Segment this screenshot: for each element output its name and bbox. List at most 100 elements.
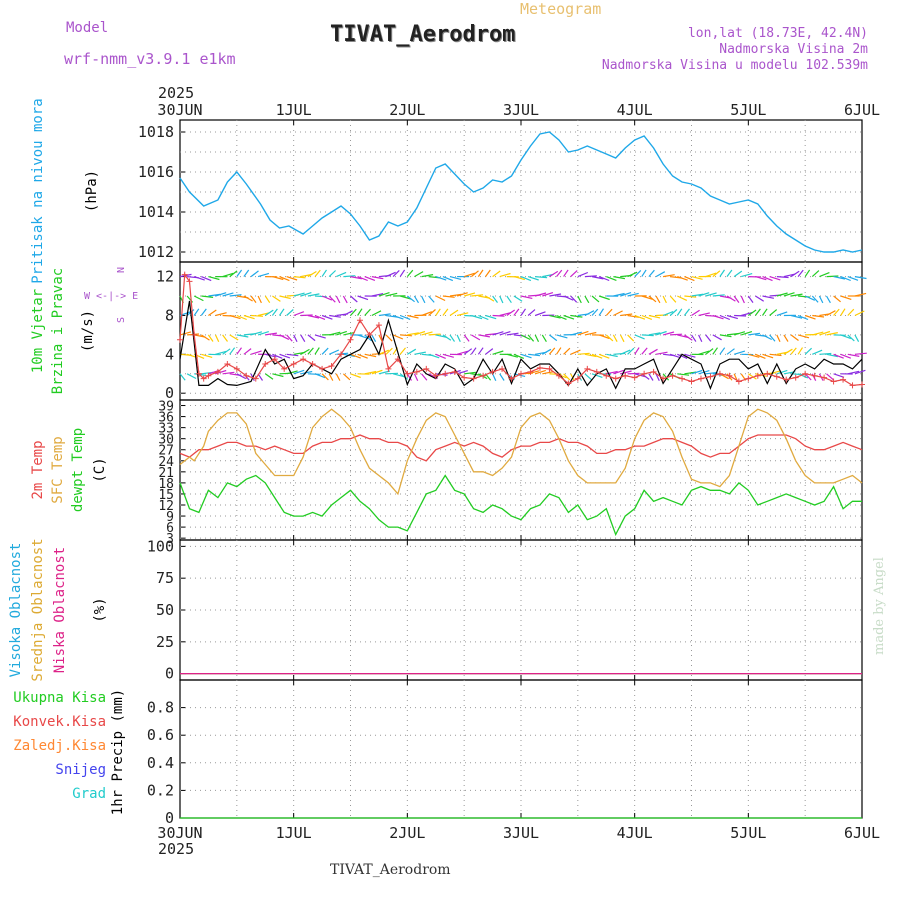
wind-barb	[264, 309, 274, 316]
y-tick-label: 0	[165, 384, 174, 402]
y-tick-label: 0.8	[147, 699, 174, 717]
pressure-axis-title: Pritisak na nivou mora	[30, 98, 46, 283]
wind-barb	[293, 276, 306, 279]
wind-barb	[520, 295, 533, 299]
wind-compass-n: N	[116, 267, 127, 273]
wind-barb	[591, 308, 599, 316]
wind-barb	[584, 373, 593, 381]
wind-barb	[790, 293, 803, 297]
wind-barb	[335, 295, 341, 304]
wind-barb	[598, 353, 610, 359]
wind-barb	[819, 272, 830, 278]
temp-2m-line	[179, 434, 863, 462]
wind-speed-marker	[669, 372, 676, 379]
wind-barb	[563, 373, 571, 381]
wind-barb	[470, 347, 477, 355]
wind-barb	[812, 349, 823, 355]
wind-barb	[606, 353, 618, 358]
wind-barb	[492, 270, 501, 278]
wind-barb	[712, 270, 721, 278]
wind-barb	[243, 295, 253, 302]
temp-2m-label: 2m Temp	[30, 440, 46, 499]
wind-barb	[350, 295, 358, 303]
wind-barb	[435, 308, 441, 316]
y-tick-label: 75	[156, 569, 174, 587]
wind-barb	[577, 352, 590, 355]
y-tick-label: 18	[158, 477, 174, 492]
wind-barb	[492, 314, 505, 317]
wind-barb	[670, 333, 683, 336]
wind-barb	[833, 308, 840, 316]
wind-barb	[272, 373, 284, 378]
y-tick-label: 9	[166, 510, 174, 525]
wind-barb	[804, 347, 813, 355]
wind-barb	[435, 276, 447, 281]
cloud-high-label: Visoka Oblacnost	[8, 543, 24, 678]
wind-barb	[399, 373, 409, 380]
wind-barb	[336, 271, 347, 278]
wind-barb	[357, 308, 363, 316]
wind-barb	[385, 334, 393, 342]
wind-barb	[456, 334, 461, 343]
wind-barb	[812, 314, 825, 318]
wind-barb	[797, 334, 810, 339]
wind-barb	[811, 270, 820, 278]
wind-barb	[662, 331, 675, 336]
wind-barb	[826, 332, 838, 336]
wind-barb	[428, 309, 436, 316]
wind-barb	[542, 292, 554, 297]
lonlat-label: lon,lat (18.73E, 42.4N)	[687, 26, 868, 41]
wind-barb	[271, 308, 278, 316]
wind-barb	[229, 294, 242, 297]
wind-barb	[705, 272, 717, 278]
wind-barb	[257, 312, 270, 317]
wind-barb	[662, 295, 667, 304]
wind-speed-marker	[233, 365, 240, 372]
wind-barb	[655, 373, 660, 381]
cloud-low-label: Niska Oblacnost	[52, 547, 68, 673]
wind-barb	[371, 293, 384, 297]
wind-barb	[719, 314, 731, 321]
wind-barb	[222, 371, 235, 375]
wind-speed-marker	[764, 370, 771, 377]
wind-barb	[584, 295, 590, 304]
wind-barb	[371, 334, 377, 342]
wind-barb	[321, 373, 329, 381]
wind-barb	[776, 276, 789, 279]
time-tick-top: 2JUL	[389, 101, 425, 119]
wind-barb	[350, 353, 361, 359]
wind-barb	[620, 313, 633, 317]
y-tick-label: 12	[158, 499, 174, 514]
wind-barb	[634, 334, 645, 340]
wind-barb	[527, 309, 536, 316]
wind-barb	[300, 370, 313, 375]
wind-barb	[535, 276, 548, 279]
wind-barb	[648, 373, 654, 381]
wind-barb	[854, 334, 860, 342]
wind-barb	[542, 371, 554, 375]
wind-barb	[194, 276, 205, 281]
wind-barb	[265, 332, 277, 336]
wind-barb	[655, 271, 666, 278]
y-tick-label: 24	[158, 455, 174, 470]
wind-barb	[222, 348, 231, 355]
wind-barb	[400, 295, 412, 300]
wind-barb	[492, 331, 504, 336]
wind-axis-title-2: Brzina i Pravac	[50, 268, 66, 394]
y-tick-label: 39	[158, 400, 174, 415]
wind-barb	[591, 295, 600, 303]
wind-barb	[734, 314, 747, 317]
wind-barb	[754, 308, 761, 316]
wind-barb	[769, 334, 776, 342]
wind-barb	[776, 292, 788, 297]
time-tick-bottom: 6JUL	[844, 824, 880, 842]
wind-speed-marker	[641, 370, 648, 377]
wind-barb	[449, 276, 462, 280]
wind-barb	[463, 348, 473, 355]
wind-barb	[499, 312, 511, 317]
wind-barb	[847, 308, 855, 316]
wind-speed-marker	[593, 368, 600, 375]
wind-barb	[250, 350, 262, 355]
wind-barb	[321, 269, 328, 277]
wind-barb	[464, 371, 476, 375]
